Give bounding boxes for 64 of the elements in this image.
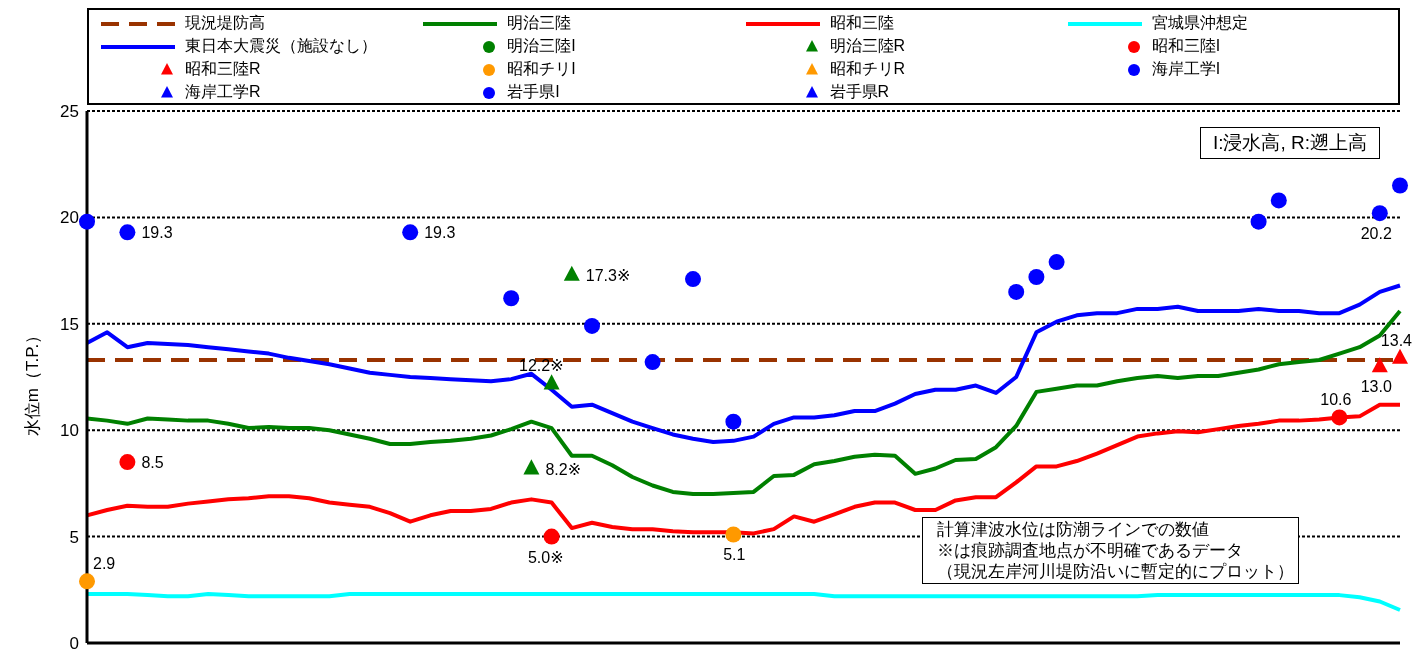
point (563, 265, 580, 281)
point (1371, 205, 1388, 222)
point (725, 526, 742, 543)
data-label: 10.6 (1320, 391, 1352, 409)
legend-label: 海岸工学R (185, 82, 261, 102)
legend-label: 岩手県I (507, 82, 560, 102)
point (1028, 268, 1045, 285)
y-tick-label: 15 (60, 314, 79, 334)
point (1392, 348, 1408, 364)
legend-label: 昭和三陸I (1151, 36, 1221, 56)
legend-label: 昭和チリR (829, 59, 906, 79)
point (1048, 254, 1065, 271)
point (523, 459, 540, 475)
data-label: 17.3※ (585, 266, 631, 284)
point (543, 374, 560, 390)
legend-label: 明治三陸I (507, 36, 576, 56)
y-tick-label: 20 (60, 208, 79, 228)
data-label: 13.0 (1360, 378, 1392, 396)
point (79, 213, 95, 230)
y-tick-label: 25 (60, 102, 79, 122)
point (1331, 409, 1348, 426)
point (79, 573, 95, 590)
legend-label: 海岸工学I (1151, 59, 1221, 79)
data-label: 5.0※ (527, 548, 564, 566)
point (685, 271, 701, 288)
point (584, 317, 600, 334)
point (119, 224, 136, 241)
data-label: 8.2※ (545, 460, 582, 478)
data-label: 12.2※ (519, 357, 564, 375)
y-tick-label: 10 (60, 421, 79, 441)
legend-label: 明治三陸 (507, 13, 572, 33)
y-tick-label: 5 (69, 527, 79, 547)
point (503, 290, 520, 307)
data-label: 13.4 (1380, 331, 1413, 349)
data-label: 8.5 (141, 454, 164, 472)
legend-label: 東日本大震災（施設なし） (185, 36, 377, 56)
y-axis-title: 水位m（T.P.） (22, 326, 44, 436)
point (644, 354, 661, 371)
data-label: 20.2 (1360, 225, 1392, 243)
annotation: ※は痕跡調査地点が不明確であるデータ (937, 540, 1244, 561)
point (1250, 213, 1267, 230)
data-label: 19.3 (424, 224, 456, 242)
annotation: （現況左岸河川堤防沿いに暫定的にプロット） (937, 561, 1294, 582)
y-tick-label: 0 (69, 634, 79, 654)
legend-label: 現況堤防高 (185, 13, 265, 33)
point (1008, 283, 1025, 300)
data-label: 2.9 (93, 555, 116, 573)
legend-label: 昭和三陸R (185, 59, 261, 79)
legend-label: 岩手県R (829, 82, 890, 102)
point (119, 454, 136, 471)
point (1270, 192, 1287, 209)
legend-label: 宮城県沖想定 (1151, 13, 1248, 33)
point (543, 528, 560, 545)
data-label: 19.3 (141, 224, 173, 242)
point (402, 224, 419, 241)
legend-label: 昭和チリI (507, 59, 576, 79)
data-label: 5.1 (723, 546, 746, 564)
annotation: 計算津波水位は防潮ラインでの数値 (937, 519, 1210, 540)
point (725, 413, 742, 430)
legend-label: 昭和三陸 (829, 13, 894, 33)
annotation: I:浸水高, R:遡上高 (1199, 127, 1380, 159)
point (1371, 357, 1388, 373)
point (1392, 177, 1408, 194)
legend-label: 明治三陸R (829, 36, 906, 56)
